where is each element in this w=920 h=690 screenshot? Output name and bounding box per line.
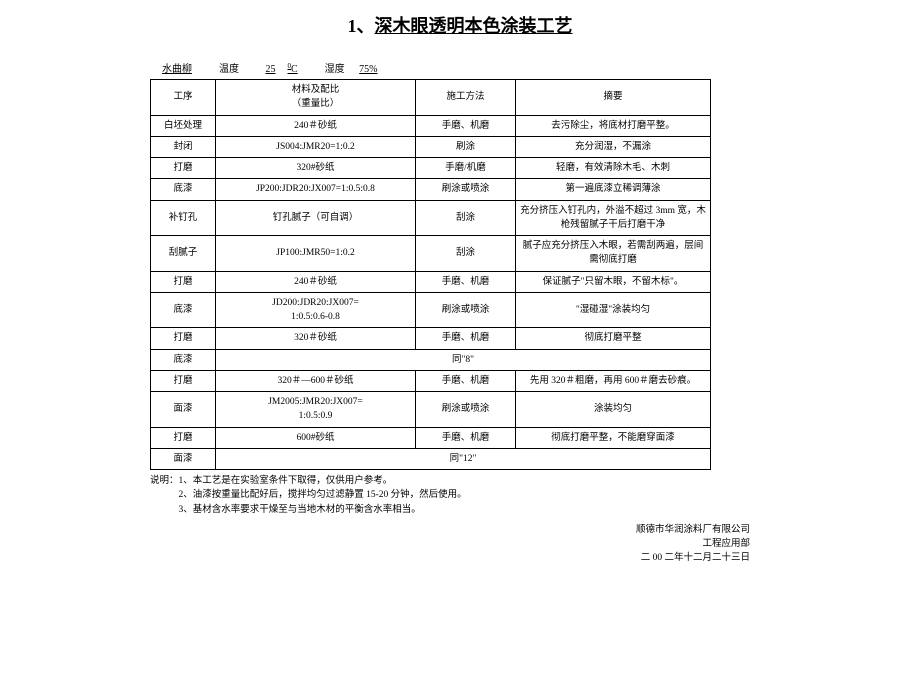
note-line: 3、基材含水率要求干燥至与当地木材的平衡含水率相当。 xyxy=(150,503,890,517)
cell-c4: 涂装均匀 xyxy=(516,392,711,428)
title-number: 1、 xyxy=(348,16,375,36)
cell-c2: JM2005:JMR20:JX007=1:0.5:0.9 xyxy=(216,392,416,428)
note-line: 2、油漆按重量比配好后，搅拌均匀过滤静置 15-20 分钟，然后使用。 xyxy=(150,488,890,502)
table-row: 面漆同"12" xyxy=(151,448,711,469)
process-table: 工序 材料及配比（重量比） 施工方法 摘要 白坯处理240＃砂纸手磨、机磨去污除… xyxy=(150,79,711,470)
cell-c3: 手磨、机磨 xyxy=(416,271,516,292)
header-material: 材料及配比（重量比） xyxy=(216,80,416,116)
cell-c1: 刮腻子 xyxy=(151,236,216,272)
table-row: 白坯处理240＃砂纸手磨、机磨去污除尘，将底材打磨平整。 xyxy=(151,115,711,136)
meta-row: 水曲柳 温度 250C 湿度 75% xyxy=(150,60,890,75)
table-header-row: 工序 材料及配比（重量比） 施工方法 摘要 xyxy=(151,80,711,116)
cell-c1: 打磨 xyxy=(151,427,216,448)
sign-line: 顺德市华润涂料厂有限公司 xyxy=(30,523,750,537)
cell-c4: 先用 320＃粗磨，再用 600＃磨去砂痕。 xyxy=(516,370,711,391)
cell-c1: 面漆 xyxy=(151,392,216,428)
table-row: 底漆JD200:JDR20:JX007=1:0.5:0.6-0.8刷涂或喷涂"湿… xyxy=(151,292,711,328)
cell-c4: 保证腻子"只留木眼，不留木标"。 xyxy=(516,271,711,292)
cell-c2: 600#砂纸 xyxy=(216,427,416,448)
cell-c4: 第一遍底漆立稀调薄涂 xyxy=(516,179,711,200)
table-row: 面漆JM2005:JMR20:JX007=1:0.5:0.9刷涂或喷涂涂装均匀 xyxy=(151,392,711,428)
table-row: 打磨320＃砂纸手磨、机磨彻底打磨平整 xyxy=(151,328,711,349)
page-title: 1、深木眼透明本色涂装工艺 xyxy=(30,12,890,38)
cell-material: 同"12" xyxy=(216,448,711,469)
cell-c4: 充分润湿，不漏涂 xyxy=(516,136,711,157)
table-row: 打磨600#砂纸手磨、机磨彻底打磨平整，不能磨穿面漆 xyxy=(151,427,711,448)
cell-step: 面漆 xyxy=(151,448,216,469)
cell-c3: 刷涂或喷涂 xyxy=(416,392,516,428)
table-row: 打磨240＃砂纸手磨、机磨保证腻子"只留木眼，不留木标"。 xyxy=(151,271,711,292)
title-text: 深木眼透明本色涂装工艺 xyxy=(375,16,573,36)
cell-c2: 240＃砂纸 xyxy=(216,271,416,292)
table-row: 打磨320＃—600＃砂纸手磨、机磨先用 320＃粗磨，再用 600＃磨去砂痕。 xyxy=(151,370,711,391)
cell-c4: "湿碰湿"涂装均匀 xyxy=(516,292,711,328)
table-row: 补钉孔钉孔腻子（可自调）刮涂充分挤压入钉孔内，外溢不超过 3mm 宽，木枪残留腻… xyxy=(151,200,711,236)
temp-label: 温度 xyxy=(219,64,239,75)
cell-c4: 腻子应充分挤压入木眼，若需刮两遍，层间需彻底打磨 xyxy=(516,236,711,272)
cell-c2: 240＃砂纸 xyxy=(216,115,416,136)
cell-c1: 打磨 xyxy=(151,158,216,179)
cell-c1: 底漆 xyxy=(151,179,216,200)
cell-c2: 320＃—600＃砂纸 xyxy=(216,370,416,391)
cell-c1: 打磨 xyxy=(151,328,216,349)
header-notes: 摘要 xyxy=(516,80,711,116)
cell-c1: 补钉孔 xyxy=(151,200,216,236)
cell-c3: 刷涂或喷涂 xyxy=(416,179,516,200)
temp-value: 250C xyxy=(254,64,298,75)
header-method: 施工方法 xyxy=(416,80,516,116)
cell-c3: 刷涂或喷涂 xyxy=(416,292,516,328)
cell-c3: 手磨、机磨 xyxy=(416,370,516,391)
cell-step: 底漆 xyxy=(151,349,216,370)
table-row: 底漆JP200:JDR20:JX007=1:0.5:0.8刷涂或喷涂第一遍底漆立… xyxy=(151,179,711,200)
cell-c3: 刮涂 xyxy=(416,200,516,236)
cell-c2: JS004:JMR20=1:0.2 xyxy=(216,136,416,157)
cell-c2: 钉孔腻子（可自调） xyxy=(216,200,416,236)
cell-c1: 白坯处理 xyxy=(151,115,216,136)
cell-c3: 手磨、机磨 xyxy=(416,328,516,349)
hum-value: 75% xyxy=(359,64,377,75)
cell-c3: 手磨/机磨 xyxy=(416,158,516,179)
cell-c1: 打磨 xyxy=(151,271,216,292)
signature-block: 顺德市华润涂料厂有限公司工程应用部二 00 二年十二月二十三日 xyxy=(30,523,750,566)
cell-c4: 彻底打磨平整，不能磨穿面漆 xyxy=(516,427,711,448)
note-line: 说明：1、本工艺是在实验室条件下取得，仅供用户参考。 xyxy=(150,474,890,488)
notes-block: 说明：1、本工艺是在实验室条件下取得，仅供用户参考。 2、油漆按重量比配好后，搅… xyxy=(150,474,890,517)
cell-material: 同"8" xyxy=(216,349,711,370)
table-row: 封闭JS004:JMR20=1:0.2刷涂充分润湿，不漏涂 xyxy=(151,136,711,157)
cell-c2: JP100:JMR50=1:0.2 xyxy=(216,236,416,272)
cell-c4: 轻磨，有效清除木毛、木刺 xyxy=(516,158,711,179)
header-step: 工序 xyxy=(151,80,216,116)
cell-c2: JD200:JDR20:JX007=1:0.5:0.6-0.8 xyxy=(216,292,416,328)
sign-line: 工程应用部 xyxy=(30,537,750,551)
cell-c3: 手磨、机磨 xyxy=(416,115,516,136)
cell-c1: 封闭 xyxy=(151,136,216,157)
sign-line: 二 00 二年十二月二十三日 xyxy=(30,551,750,565)
hum-label: 湿度 xyxy=(325,64,345,75)
cell-c2: 320＃砂纸 xyxy=(216,328,416,349)
cell-c4: 去污除尘，将底材打磨平整。 xyxy=(516,115,711,136)
cell-c2: JP200:JDR20:JX007=1:0.5:0.8 xyxy=(216,179,416,200)
table-row: 底漆同"8" xyxy=(151,349,711,370)
cell-c4: 彻底打磨平整 xyxy=(516,328,711,349)
cell-c4: 充分挤压入钉孔内，外溢不超过 3mm 宽，木枪残留腻子干后打磨干净 xyxy=(516,200,711,236)
cell-c1: 打磨 xyxy=(151,370,216,391)
cell-c3: 手磨、机磨 xyxy=(416,427,516,448)
table-row: 刮腻子JP100:JMR50=1:0.2刮涂腻子应充分挤压入木眼，若需刮两遍，层… xyxy=(151,236,711,272)
cell-c3: 刷涂 xyxy=(416,136,516,157)
cell-c3: 刮涂 xyxy=(416,236,516,272)
material-label: 水曲柳 xyxy=(162,64,192,75)
table-row: 打磨320#砂纸手磨/机磨轻磨，有效清除木毛、木刺 xyxy=(151,158,711,179)
cell-c1: 底漆 xyxy=(151,292,216,328)
cell-c2: 320#砂纸 xyxy=(216,158,416,179)
